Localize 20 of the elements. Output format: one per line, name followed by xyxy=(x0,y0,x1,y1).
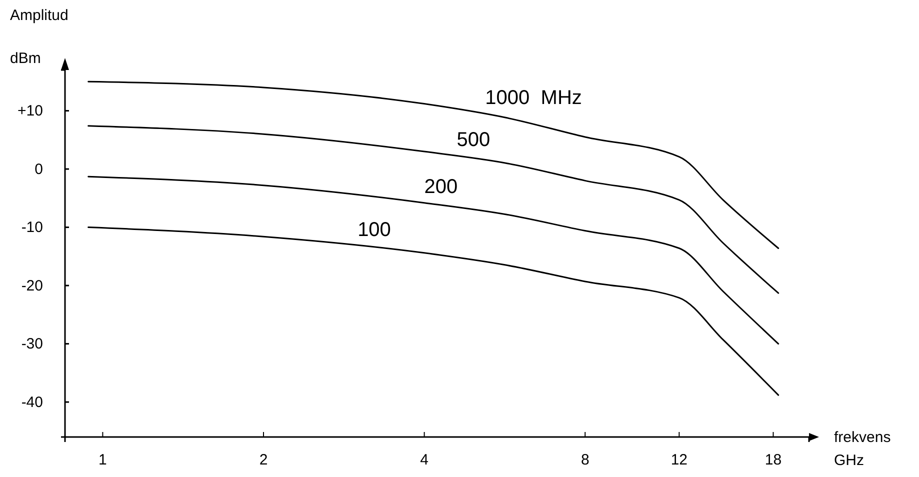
y-tick-label: 0 xyxy=(34,160,43,178)
series-label: 200 xyxy=(424,176,458,198)
text: dBm xyxy=(10,50,41,67)
series-label: 500 xyxy=(456,129,490,152)
series-label: 100 xyxy=(358,219,391,242)
x-tick-label: 18 xyxy=(764,452,782,469)
y-tick-label: +10 xyxy=(18,102,43,120)
x-axis-title: frekvens xyxy=(834,429,891,446)
y-axis-title: Amplitud xyxy=(10,7,68,24)
x-tick-label: 8 xyxy=(580,452,590,469)
x-tick-label: 2 xyxy=(259,452,268,469)
y-tick-label: -10 xyxy=(21,219,43,236)
text: GHz xyxy=(834,452,864,469)
y-tick-label: -40 xyxy=(21,394,43,411)
y-tick-label: -20 xyxy=(21,277,43,294)
x-tick-label: 4 xyxy=(420,452,428,469)
series-label: 1000 MHz xyxy=(485,87,582,110)
x-tick-label: 12 xyxy=(670,452,688,469)
y-tick-label: -30 xyxy=(21,336,43,353)
x-tick-label: 1 xyxy=(98,452,107,469)
